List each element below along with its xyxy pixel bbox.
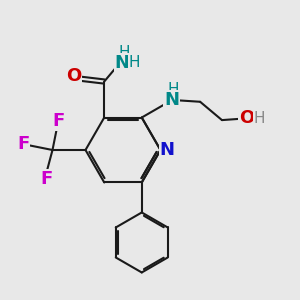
Text: N: N xyxy=(164,91,179,109)
Text: F: F xyxy=(17,135,29,153)
Text: H: H xyxy=(118,45,130,60)
Text: F: F xyxy=(52,112,64,130)
Text: N: N xyxy=(115,54,130,72)
Text: H: H xyxy=(128,55,140,70)
Text: O: O xyxy=(66,67,81,85)
Text: H: H xyxy=(167,82,179,97)
Text: F: F xyxy=(40,170,52,188)
Text: O: O xyxy=(239,109,254,127)
Text: N: N xyxy=(160,141,175,159)
Text: H: H xyxy=(254,111,265,126)
